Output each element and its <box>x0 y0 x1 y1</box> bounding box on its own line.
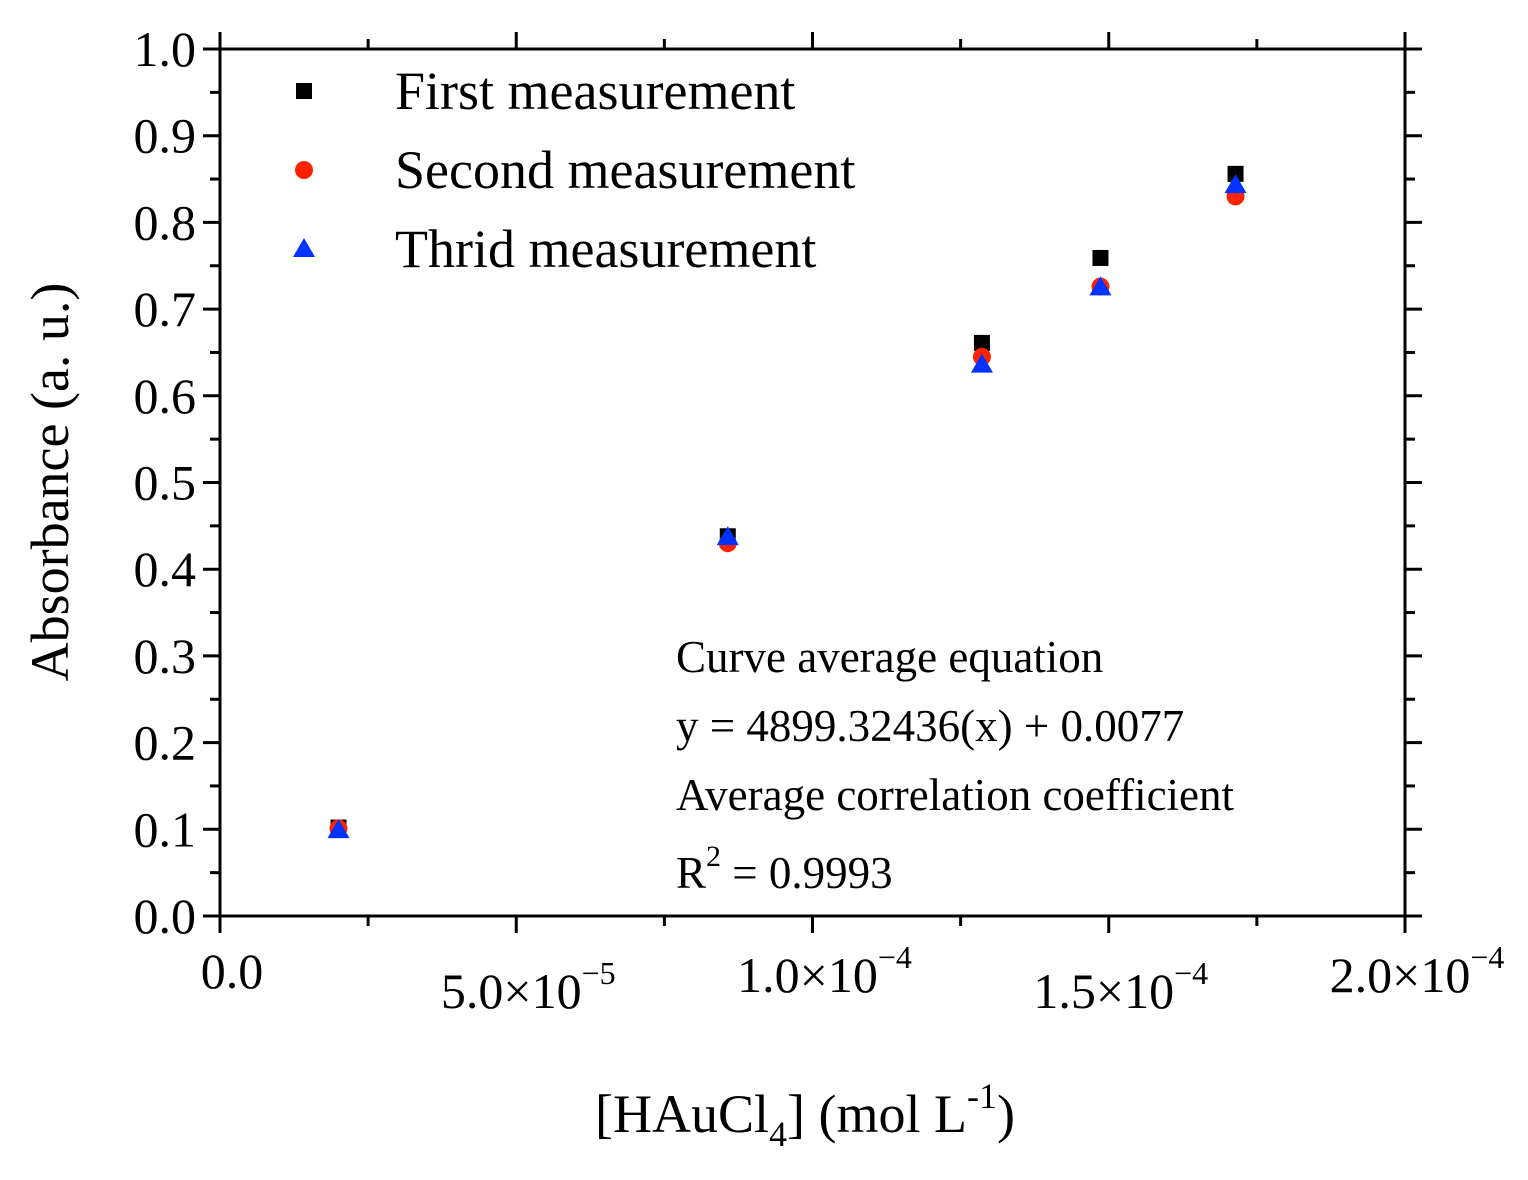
y-tick-label: 0.8 <box>134 194 197 250</box>
x-axis-title: [HAuCl4] (mol L-1) <box>595 1076 1015 1154</box>
y-tick-label: 0.4 <box>134 541 197 597</box>
y-tick-label: 0.1 <box>134 801 197 857</box>
x-tick-label: 0.0 <box>201 943 264 999</box>
y-axis-title: Absorbance (a. u.) <box>20 283 80 682</box>
triangle-point <box>970 353 993 373</box>
y-tick-label: 0.9 <box>134 108 197 164</box>
y-tick-label: 0.3 <box>134 628 197 684</box>
x-tick-label: 1.5×10−4 <box>1033 955 1208 1019</box>
annotation-line-1: Curve average equation <box>676 632 1103 682</box>
x-axis-title-subscript: 4 <box>769 1114 787 1154</box>
triangle-point <box>327 819 350 839</box>
square-point <box>1227 165 1244 182</box>
legend-label: Second measurement <box>395 140 855 200</box>
legend-square-marker <box>296 83 312 99</box>
legend-label: First measurement <box>395 61 795 121</box>
legend-label: Thrid measurement <box>395 219 816 279</box>
square-point <box>973 334 990 351</box>
legend: First measurement Second measurement Thrid… <box>293 61 855 279</box>
triangle-point <box>716 526 739 546</box>
axis-ticks <box>203 32 1422 933</box>
y-tick-label: 1.0 <box>134 21 197 77</box>
legend-circle-marker <box>295 161 313 179</box>
y-tick-label: 0.2 <box>134 715 197 771</box>
triangle-point <box>1089 276 1112 296</box>
annotation-line-4: R2 = 0.9993 <box>676 840 893 898</box>
legend-triangle-marker <box>293 238 315 257</box>
x-axis-tick-labels: 0.0 5.0×10−5 1.0×10−4 1.5×10−4 2.0×10−4 <box>201 939 1505 1019</box>
fit-annotation: Curve average equation y = 4899.32436(x)… <box>676 632 1235 898</box>
x-tick-label: 5.0×10−5 <box>441 955 616 1019</box>
x-tick-label: 1.0×10−4 <box>737 939 912 1003</box>
y-tick-label: 0.7 <box>134 281 197 337</box>
y-tick-label: 0.0 <box>134 888 197 944</box>
y-tick-label: 0.5 <box>134 455 197 511</box>
annotation-line-2: y = 4899.32436(x) + 0.0077 <box>676 701 1184 751</box>
x-tick-label: 2.0×10−4 <box>1330 939 1505 1003</box>
y-tick-label: 0.6 <box>134 368 197 424</box>
y-axis-tick-labels: 0.0 0.1 0.2 0.3 0.4 0.5 0.6 0.7 0.8 0.9 1.0 <box>134 21 197 944</box>
annotation-line-3: Average correlation coefficient <box>676 770 1235 820</box>
triangle-point <box>1224 174 1247 194</box>
square-point <box>1092 249 1109 266</box>
x-axis-title-superscript: -1 <box>967 1076 997 1116</box>
data-points <box>327 165 1247 839</box>
annotation-r-squared-exponent: 2 <box>706 840 721 873</box>
